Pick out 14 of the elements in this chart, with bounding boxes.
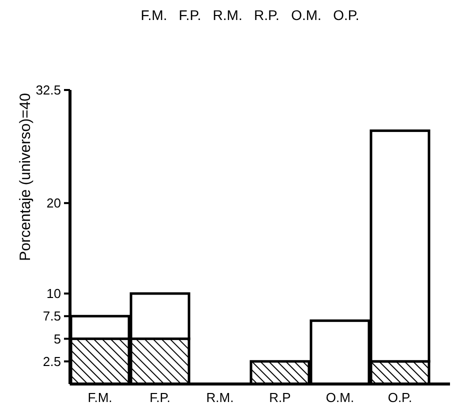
y-tick-label: 7.5 [42,308,61,324]
text: F.M. F.P. R.M. R.P. O.M. O.P. [140,7,360,23]
x-tick-label: R.P [269,390,291,405]
y-axis-title: Porcentaje (universo)=40 [17,92,34,262]
x-tick-label: O.M. [326,390,354,405]
x-tick-label: F.M. [88,390,112,405]
x-tick-label: O.P. [388,390,412,405]
y-tick-label: 32.5 [36,82,61,98]
x-tick-label: R.M. [206,390,234,405]
y-tick-label: 20 [46,196,61,211]
y-tick-label: 5 [54,331,61,346]
x-tick-label: F.P. [150,390,170,405]
y-tick-label: 10 [46,286,61,302]
y-tick-label: 2.5 [42,354,61,369]
